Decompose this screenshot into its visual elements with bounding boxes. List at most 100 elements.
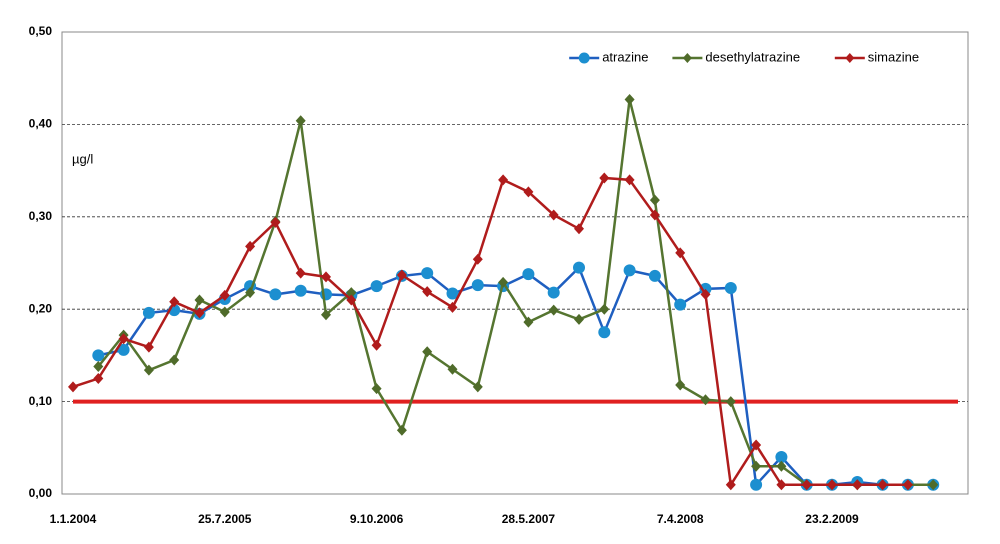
marker	[68, 381, 78, 393]
y-tick-label: 0,10	[29, 394, 53, 408]
marker	[169, 296, 180, 308]
marker	[472, 381, 483, 393]
marker	[321, 271, 331, 283]
marker	[498, 174, 509, 186]
marker	[574, 223, 584, 235]
legend-label: simazine	[868, 49, 919, 64]
marker	[902, 479, 913, 491]
marker	[675, 379, 686, 391]
series-line	[72, 176, 908, 489]
legend-label: desethylatrazine	[705, 49, 800, 64]
marker	[118, 333, 129, 345]
marker	[700, 288, 711, 300]
marker	[93, 360, 104, 372]
x-tick-label: 1.1.2004	[50, 512, 97, 526]
marker	[396, 424, 407, 436]
marker	[194, 307, 205, 319]
marker	[117, 343, 130, 356]
marker	[447, 301, 458, 313]
x-tick-label: 9.10.2006	[350, 512, 404, 526]
marker	[92, 349, 105, 362]
marker	[547, 286, 560, 299]
marker	[143, 341, 154, 353]
marker	[471, 279, 484, 292]
marker	[472, 253, 483, 265]
marker	[321, 309, 331, 321]
marker	[446, 287, 459, 300]
y-tick-label: 0,40	[29, 117, 53, 131]
marker	[143, 364, 154, 376]
x-tick-label: 28.5.2007	[502, 512, 556, 526]
marker	[776, 479, 787, 491]
marker	[775, 451, 788, 464]
marker	[751, 460, 762, 472]
marker	[649, 194, 660, 206]
marker	[877, 479, 888, 491]
marker	[447, 363, 458, 375]
marker	[194, 294, 205, 306]
marker	[827, 479, 837, 491]
marker	[598, 326, 611, 339]
marker	[700, 394, 711, 406]
marker	[725, 396, 736, 408]
series-line	[98, 265, 934, 488]
marker	[548, 209, 559, 221]
marker	[346, 294, 357, 306]
marker	[928, 479, 939, 491]
marker	[852, 479, 863, 491]
marker	[675, 247, 686, 259]
marker	[801, 479, 812, 491]
marker	[422, 346, 433, 358]
marker	[750, 478, 763, 491]
y-tick-label: 0,30	[29, 209, 53, 223]
marker	[523, 186, 534, 198]
marker	[346, 287, 357, 299]
marker	[574, 313, 584, 325]
marker	[498, 276, 509, 288]
legend-marker	[845, 53, 855, 63]
marker	[674, 298, 687, 311]
y-tick-label: 0,00	[29, 486, 53, 500]
marker	[295, 115, 306, 127]
legend-label: atrazine	[602, 49, 648, 64]
marker	[219, 306, 230, 318]
y-tick-label: 0,50	[29, 24, 53, 38]
x-tick-label: 25.7.2005	[198, 512, 252, 526]
marker	[648, 269, 661, 282]
marker	[776, 460, 787, 472]
marker	[573, 261, 585, 274]
marker	[371, 383, 382, 395]
marker	[371, 339, 382, 351]
marker	[725, 479, 736, 491]
marker	[599, 303, 610, 315]
y-tick-label: 0,20	[29, 301, 53, 315]
marker	[523, 316, 534, 328]
marker	[548, 304, 559, 316]
marker	[269, 288, 282, 301]
series-line	[97, 99, 934, 487]
marker	[93, 373, 104, 384]
legend-marker	[578, 52, 590, 64]
marker	[599, 172, 610, 184]
marker	[245, 240, 256, 252]
y-axis-label: µg/l	[72, 151, 93, 166]
marker	[624, 174, 635, 186]
marker	[142, 306, 155, 319]
marker	[421, 267, 434, 280]
marker	[522, 268, 535, 281]
plot-frame	[61, 31, 969, 495]
marker	[624, 93, 635, 105]
marker	[422, 286, 433, 298]
marker	[370, 280, 383, 293]
x-tick-label: 23.2.2009	[805, 512, 859, 526]
marker	[294, 284, 307, 297]
marker	[649, 209, 660, 221]
marker	[169, 354, 180, 366]
marker	[219, 289, 230, 301]
marker	[396, 269, 407, 281]
x-tick-label: 7.4.2008	[657, 512, 704, 526]
legend-marker	[682, 53, 692, 63]
marker	[751, 439, 762, 451]
marker	[245, 287, 256, 299]
